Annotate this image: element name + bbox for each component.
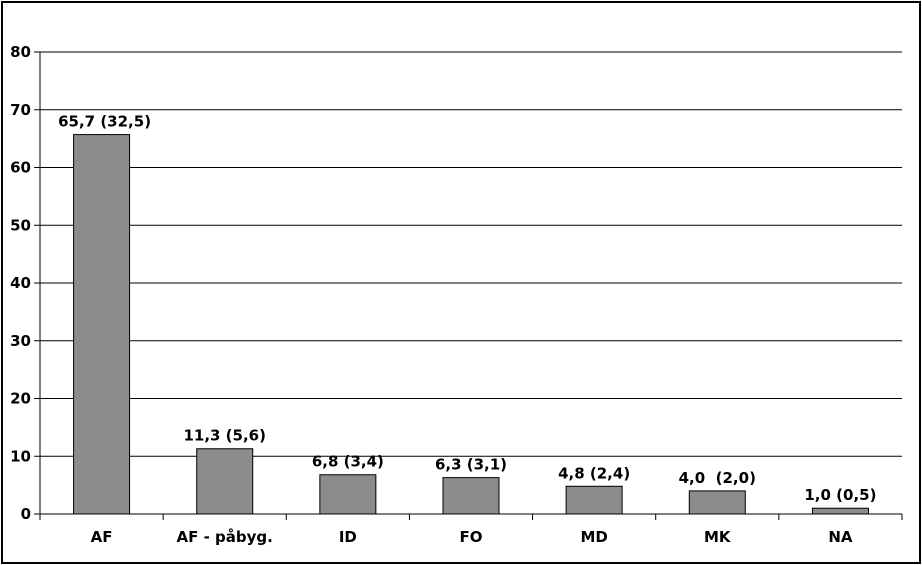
- x-category-label: AF: [91, 528, 113, 546]
- x-category-label: MK: [704, 528, 732, 546]
- y-tick-label: 20: [10, 390, 31, 408]
- bar-data-label: 1,0 (0,5): [804, 486, 876, 504]
- bar: [319, 474, 377, 515]
- bar-data-label: 6,3 (3,1): [435, 456, 507, 474]
- y-tick-label: 70: [10, 101, 31, 119]
- y-tick-label: 50: [10, 216, 31, 234]
- bars: [73, 134, 869, 515]
- axes: [34, 51, 903, 520]
- bar: [811, 507, 869, 515]
- x-category-label: NA: [828, 528, 853, 546]
- bar-data-label: 4,8 (2,4): [558, 464, 630, 482]
- bar-chart: 0 10 20 30 40 50 60 70 80 AF 65,7 (32,5) AF - påbyg…: [10, 43, 903, 546]
- bar: [442, 477, 500, 515]
- x-category-label: MD: [580, 528, 607, 546]
- labels: 0 10 20 30 40 50 60 70 80 AF 65,7 (32,5) AF - påbyg…: [10, 43, 876, 546]
- bar-data-label: 11,3 (5,6): [183, 427, 266, 445]
- bar-data-label: 6,8 (3,4): [312, 453, 384, 471]
- x-category-label: AF - påbyg.: [177, 528, 273, 546]
- y-tick-label: 80: [10, 43, 31, 61]
- y-tick-label: 10: [10, 447, 31, 465]
- y-tick-label: 60: [10, 159, 31, 177]
- bar: [688, 490, 746, 515]
- x-category-label: ID: [339, 528, 357, 546]
- y-tick-label: 40: [10, 274, 31, 292]
- bar: [565, 485, 623, 515]
- bar: [73, 134, 131, 515]
- y-tick-label: 30: [10, 332, 31, 350]
- gridlines: [40, 51, 902, 457]
- bar-data-label: 65,7 (32,5): [58, 113, 151, 131]
- bar: [196, 448, 254, 515]
- y-tick-label: 0: [21, 505, 31, 523]
- x-category-label: FO: [460, 528, 483, 546]
- bar-data-label: 4,0 (2,0): [679, 469, 756, 487]
